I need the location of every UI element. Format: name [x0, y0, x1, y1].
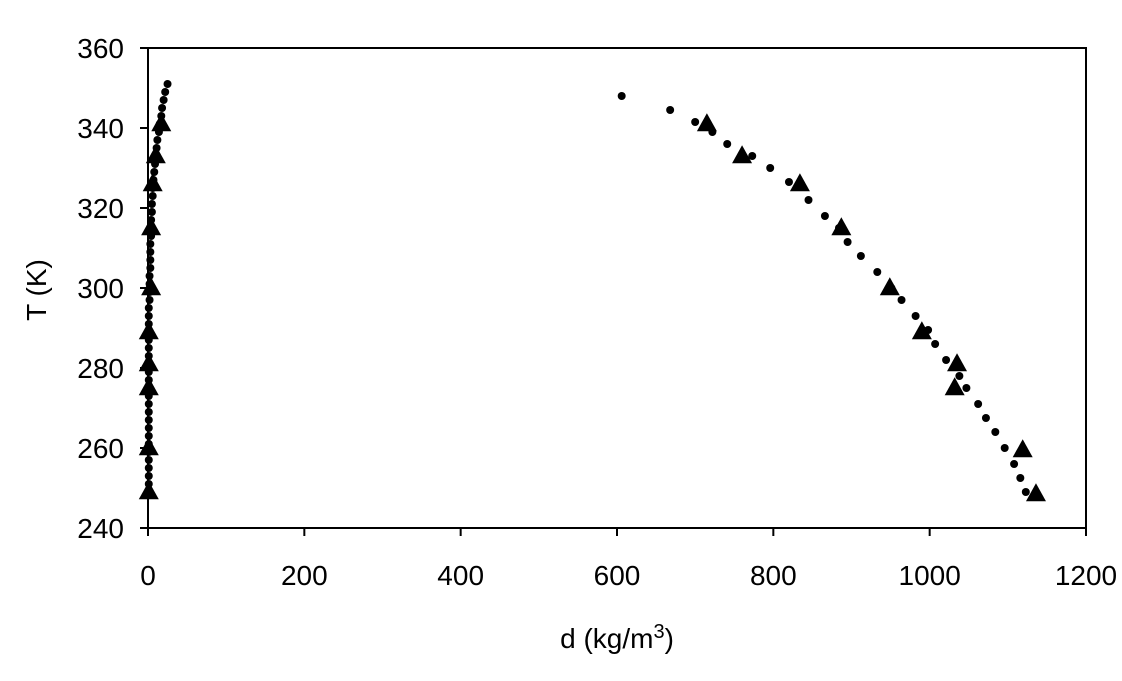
x-axis-label-close: ) — [665, 623, 674, 654]
y-tick-label: 280 — [77, 353, 124, 384]
data-point-dot — [150, 168, 159, 176]
dot-series — [144, 80, 1030, 496]
data-point-dot — [145, 296, 154, 304]
x-axis: 0 200 400 600 800 1000 1200 — [140, 528, 1117, 591]
x-axis-label-text: d (kg/m — [560, 623, 653, 654]
y-tick-label: 360 — [77, 33, 124, 64]
y-tick-label: 260 — [77, 433, 124, 464]
y-tick-label: 240 — [77, 513, 124, 544]
x-tick-label: 0 — [140, 560, 156, 591]
data-point-dot — [856, 252, 865, 260]
data-point-triangle — [142, 173, 163, 192]
data-point-dot — [158, 104, 167, 112]
data-point-dot — [766, 164, 775, 172]
x-tick-label: 1000 — [899, 560, 961, 591]
data-point-triangle — [831, 217, 852, 236]
plot-area-frame — [147, 47, 1087, 529]
data-point-dot — [981, 414, 990, 422]
y-tick-label: 340 — [77, 113, 124, 144]
y-tick-label: 320 — [77, 193, 124, 224]
data-point-dot — [873, 268, 882, 276]
data-point-dot — [723, 140, 732, 148]
data-point-triangle — [141, 277, 162, 296]
y-axis: 240 260 280 300 320 340 360 — [77, 33, 148, 544]
data-point-dot — [163, 80, 172, 88]
data-point-triangle — [944, 377, 965, 396]
data-point-dot — [147, 208, 156, 216]
data-point-dot — [1000, 444, 1009, 452]
data-point-dot — [804, 196, 813, 204]
x-tick-label: 200 — [281, 560, 328, 591]
data-point-triangle — [947, 353, 968, 372]
data-point-triangle — [141, 217, 162, 236]
data-point-dot — [666, 106, 675, 114]
data-point-dot — [820, 212, 829, 220]
y-axis-label: T (K) — [21, 259, 52, 321]
x-tick-label: 400 — [437, 560, 484, 591]
data-point-dot — [1010, 460, 1019, 468]
data-point-dot — [145, 272, 154, 280]
x-tick-label: 600 — [594, 560, 641, 591]
data-point-dot — [748, 152, 757, 160]
x-axis-label-superscript: 3 — [653, 621, 664, 643]
data-point-dot — [161, 88, 170, 96]
data-point-triangle — [1012, 439, 1033, 458]
data-point-dot — [931, 340, 940, 348]
data-point-dot — [147, 200, 156, 208]
data-point-dot — [1021, 488, 1030, 496]
x-tick-label: 800 — [750, 560, 797, 591]
data-point-triangle — [1025, 483, 1046, 502]
data-point-triangle — [789, 173, 810, 192]
x-axis-label: d (kg/m3) — [560, 621, 674, 654]
data-point-dot — [911, 312, 920, 320]
data-point-triangle — [732, 145, 753, 164]
data-point-dot — [974, 400, 983, 408]
data-point-dot — [991, 428, 1000, 436]
y-tick-label: 300 — [77, 273, 124, 304]
data-point-dot — [843, 238, 852, 246]
data-point-triangle — [911, 321, 932, 340]
data-point-triangle — [696, 113, 717, 132]
data-point-dot — [1016, 474, 1025, 482]
data-point-triangle — [145, 145, 166, 164]
data-point-dot — [897, 296, 906, 304]
data-point-dot — [955, 372, 964, 380]
data-point-triangle — [879, 277, 900, 296]
data-point-dot — [159, 96, 168, 104]
data-point-triangle — [151, 113, 172, 132]
x-tick-label: 1200 — [1055, 560, 1117, 591]
data-point-dot — [617, 92, 626, 100]
data-point-dot — [691, 118, 700, 126]
data-point-dot — [962, 384, 971, 392]
data-point-dot — [942, 356, 951, 364]
data-point-dot — [148, 192, 157, 200]
data-point-dot — [784, 178, 793, 186]
triangle-series — [138, 113, 1046, 502]
data-point-dot — [153, 136, 162, 144]
